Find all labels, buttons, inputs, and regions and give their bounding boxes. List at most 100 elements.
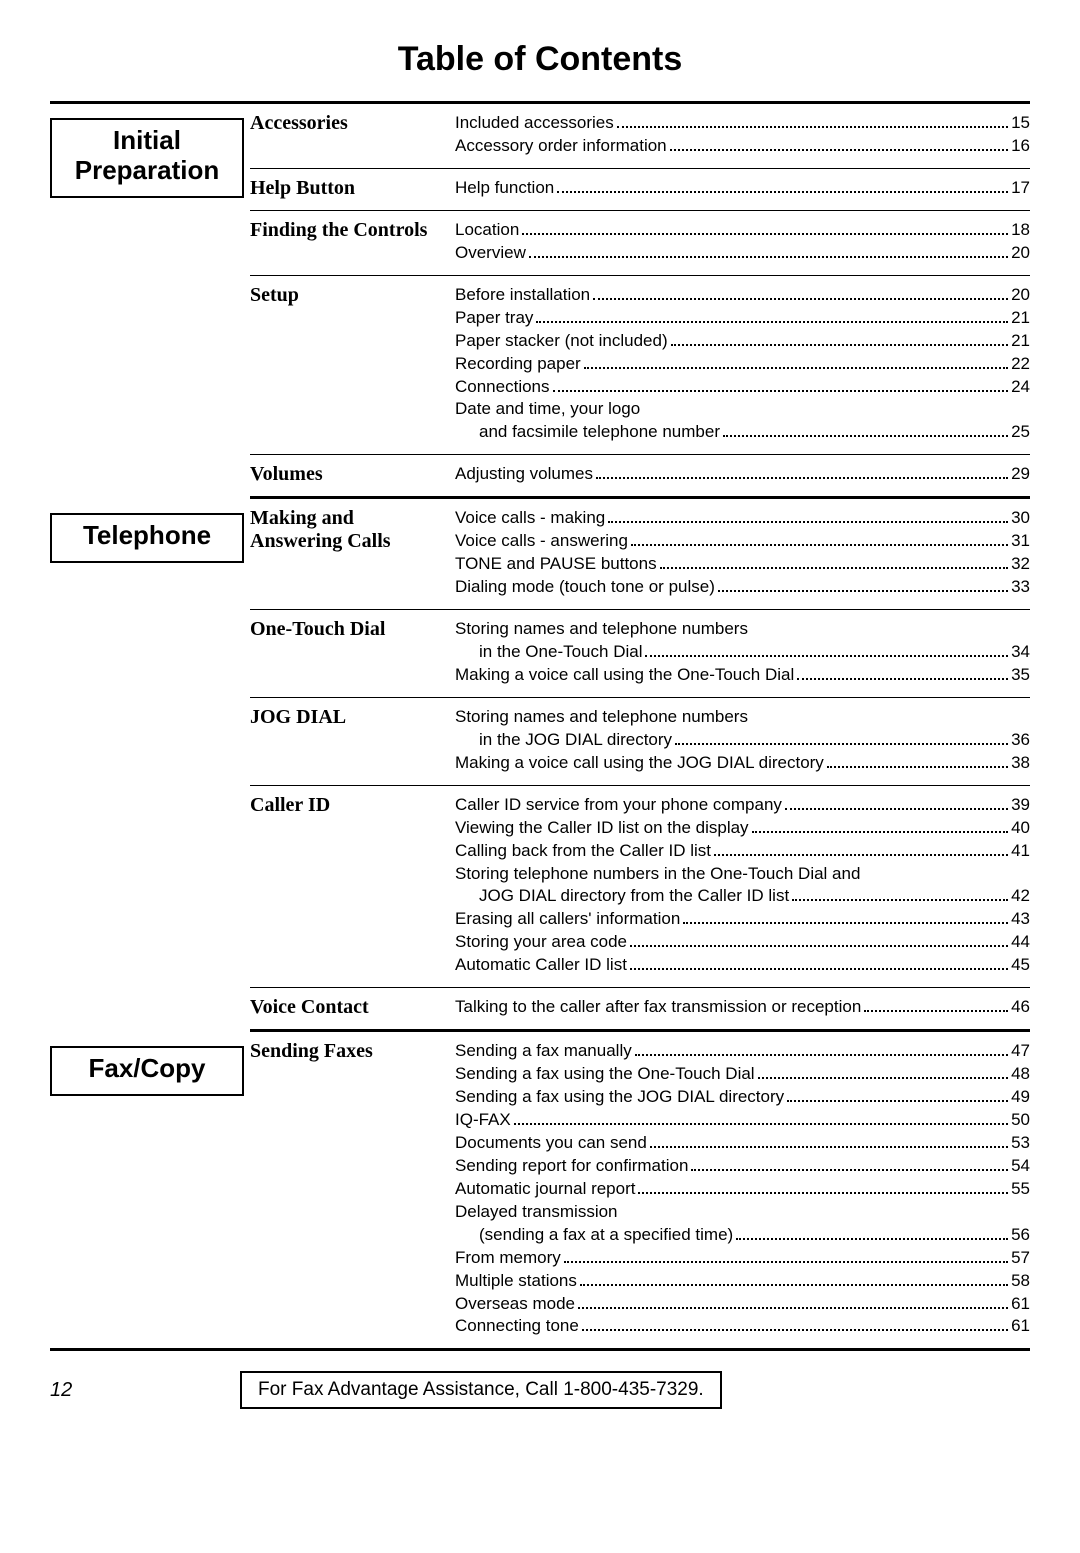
entry-label: Adjusting volumes bbox=[455, 463, 593, 486]
body-column: AccessoriesIncluded accessories15Accesso… bbox=[250, 104, 1030, 499]
entry-page: 21 bbox=[1011, 307, 1030, 330]
leader-dots bbox=[670, 139, 1008, 151]
toc-entry: Sending report for confirmation54 bbox=[455, 1155, 1030, 1178]
entry-page: 61 bbox=[1011, 1293, 1030, 1316]
entry-label: Storing names and telephone numbers bbox=[455, 618, 748, 641]
toc-entry: Multiple stations58 bbox=[455, 1270, 1030, 1293]
leader-dots bbox=[630, 935, 1008, 947]
entry-label: Connecting tone bbox=[455, 1315, 579, 1338]
toc-entry: Automatic Caller ID list 45 bbox=[455, 954, 1030, 977]
entry-label: Storing your area code bbox=[455, 931, 627, 954]
entry-list: Voice calls - making30Voice calls - answ… bbox=[455, 507, 1030, 599]
entry-label: Caller ID service from your phone compan… bbox=[455, 794, 782, 817]
page-number: 12 bbox=[50, 1379, 240, 1402]
entry-label: in the JOG DIAL directory bbox=[455, 729, 672, 752]
entry-page: 15 bbox=[1011, 112, 1030, 135]
entry-page: 55 bbox=[1011, 1178, 1030, 1201]
entry-page: 20 bbox=[1011, 284, 1030, 307]
leader-dots bbox=[752, 820, 1009, 832]
leader-dots bbox=[630, 958, 1008, 970]
entry-list: Location18Overview20 bbox=[455, 219, 1030, 265]
subsection: One-Touch DialStoring names and telephon… bbox=[250, 610, 1030, 698]
subsection-heading: Volumes bbox=[250, 463, 455, 486]
entry-label: Paper tray bbox=[455, 307, 533, 330]
subsection: VolumesAdjusting volumes 29 bbox=[250, 455, 1030, 499]
entry-page: 24 bbox=[1011, 376, 1030, 399]
leader-dots bbox=[638, 1182, 1008, 1194]
entry-label: Storing names and telephone numbers bbox=[455, 706, 748, 729]
entry-label: Dialing mode (touch tone or pulse) bbox=[455, 576, 715, 599]
entry-label: IQ-FAX bbox=[455, 1109, 511, 1132]
leader-dots bbox=[691, 1159, 1008, 1171]
entry-page: 45 bbox=[1011, 954, 1030, 977]
entry-label: Sending a fax using the One-Touch Dial bbox=[455, 1063, 755, 1086]
entry-label: Making a voice call using the JOG DIAL d… bbox=[455, 752, 824, 775]
toc-entry: in the One-Touch Dial34 bbox=[455, 641, 1030, 664]
footer-assistance-box: For Fax Advantage Assistance, Call 1-800… bbox=[240, 1371, 722, 1409]
entry-page: 17 bbox=[1011, 177, 1030, 200]
leader-dots bbox=[564, 1250, 1008, 1262]
leader-dots bbox=[529, 246, 1008, 258]
entry-label: Talking to the caller after fax transmis… bbox=[455, 996, 861, 1019]
leader-dots bbox=[617, 116, 1008, 128]
entry-label: Automatic Caller ID list bbox=[455, 954, 627, 977]
entry-page: 29 bbox=[1011, 463, 1030, 486]
leader-dots bbox=[758, 1067, 1009, 1079]
subsection-heading: Caller ID bbox=[250, 794, 455, 978]
entry-page: 36 bbox=[1011, 729, 1030, 752]
entry-list: Before installation20Paper tray21Paper s… bbox=[455, 284, 1030, 445]
entry-page: 48 bbox=[1011, 1063, 1030, 1086]
toc-entry: Sending a fax manually47 bbox=[455, 1040, 1030, 1063]
entry-label: Date and time, your logo bbox=[455, 398, 640, 421]
entry-label: Before installation bbox=[455, 284, 590, 307]
toc-group: TelephoneMaking and Answering CallsVoice… bbox=[50, 499, 1030, 1032]
entry-label: From memory bbox=[455, 1247, 561, 1270]
toc-entry: Calling back from the Caller ID list 41 bbox=[455, 840, 1030, 863]
leader-dots bbox=[582, 1319, 1008, 1331]
toc-entry: Overseas mode61 bbox=[455, 1293, 1030, 1316]
entry-page: 40 bbox=[1011, 817, 1030, 840]
leader-dots bbox=[714, 843, 1008, 855]
toc-entry: Dialing mode (touch tone or pulse)33 bbox=[455, 576, 1030, 599]
toc-entry: Delayed transmission bbox=[455, 1201, 1030, 1224]
entry-label: Viewing the Caller ID list on the displa… bbox=[455, 817, 749, 840]
entry-page: 20 bbox=[1011, 242, 1030, 265]
leader-dots bbox=[785, 798, 1008, 810]
entry-page: 43 bbox=[1011, 908, 1030, 931]
toc-entry: Date and time, your logo bbox=[455, 398, 1030, 421]
toc-entry: Paper stacker (not included)21 bbox=[455, 330, 1030, 353]
leader-dots bbox=[593, 288, 1008, 300]
toc-entry: Location18 bbox=[455, 219, 1030, 242]
entry-list: Included accessories15Accessory order in… bbox=[455, 112, 1030, 158]
entry-label: Delayed transmission bbox=[455, 1201, 618, 1224]
toc-entry: Voice calls - making30 bbox=[455, 507, 1030, 530]
entry-label: Sending report for confirmation bbox=[455, 1155, 688, 1178]
entry-label: Sending a fax manually bbox=[455, 1040, 632, 1063]
entry-label: Paper stacker (not included) bbox=[455, 330, 668, 353]
leader-dots bbox=[675, 733, 1008, 745]
entry-label: Automatic journal report bbox=[455, 1178, 635, 1201]
toc-entry: Connections24 bbox=[455, 376, 1030, 399]
entry-label: TONE and PAUSE buttons bbox=[455, 553, 657, 576]
subsection: Making and Answering CallsVoice calls - … bbox=[250, 499, 1030, 610]
entry-page: 41 bbox=[1011, 840, 1030, 863]
leader-dots bbox=[536, 311, 1008, 323]
toc-entry: Talking to the caller after fax transmis… bbox=[455, 996, 1030, 1019]
entry-page: 46 bbox=[1011, 996, 1030, 1019]
toc-entry: Before installation 20 bbox=[455, 284, 1030, 307]
entry-label: Multiple stations bbox=[455, 1270, 577, 1293]
entry-list: Sending a fax manually47Sending a fax us… bbox=[455, 1040, 1030, 1338]
page: Table of Contents Initial PreparationAcc… bbox=[0, 0, 1080, 1439]
toc-entry: Erasing all callers' information43 bbox=[455, 908, 1030, 931]
subsection-heading: Help Button bbox=[250, 177, 455, 200]
toc-entry: Sending a fax using the One-Touch Dial 48 bbox=[455, 1063, 1030, 1086]
toc-entry: and facsimile telephone number25 bbox=[455, 421, 1030, 444]
toc-entry: Help function17 bbox=[455, 177, 1030, 200]
toc-entry: Storing names and telephone numbers bbox=[455, 618, 1030, 641]
category-box: Initial Preparation bbox=[50, 118, 244, 198]
entry-page: 31 bbox=[1011, 530, 1030, 553]
toc-entry: Paper tray 21 bbox=[455, 307, 1030, 330]
toc-entry: Overview20 bbox=[455, 242, 1030, 265]
entry-label: Calling back from the Caller ID list bbox=[455, 840, 711, 863]
entry-page: 16 bbox=[1011, 135, 1030, 158]
